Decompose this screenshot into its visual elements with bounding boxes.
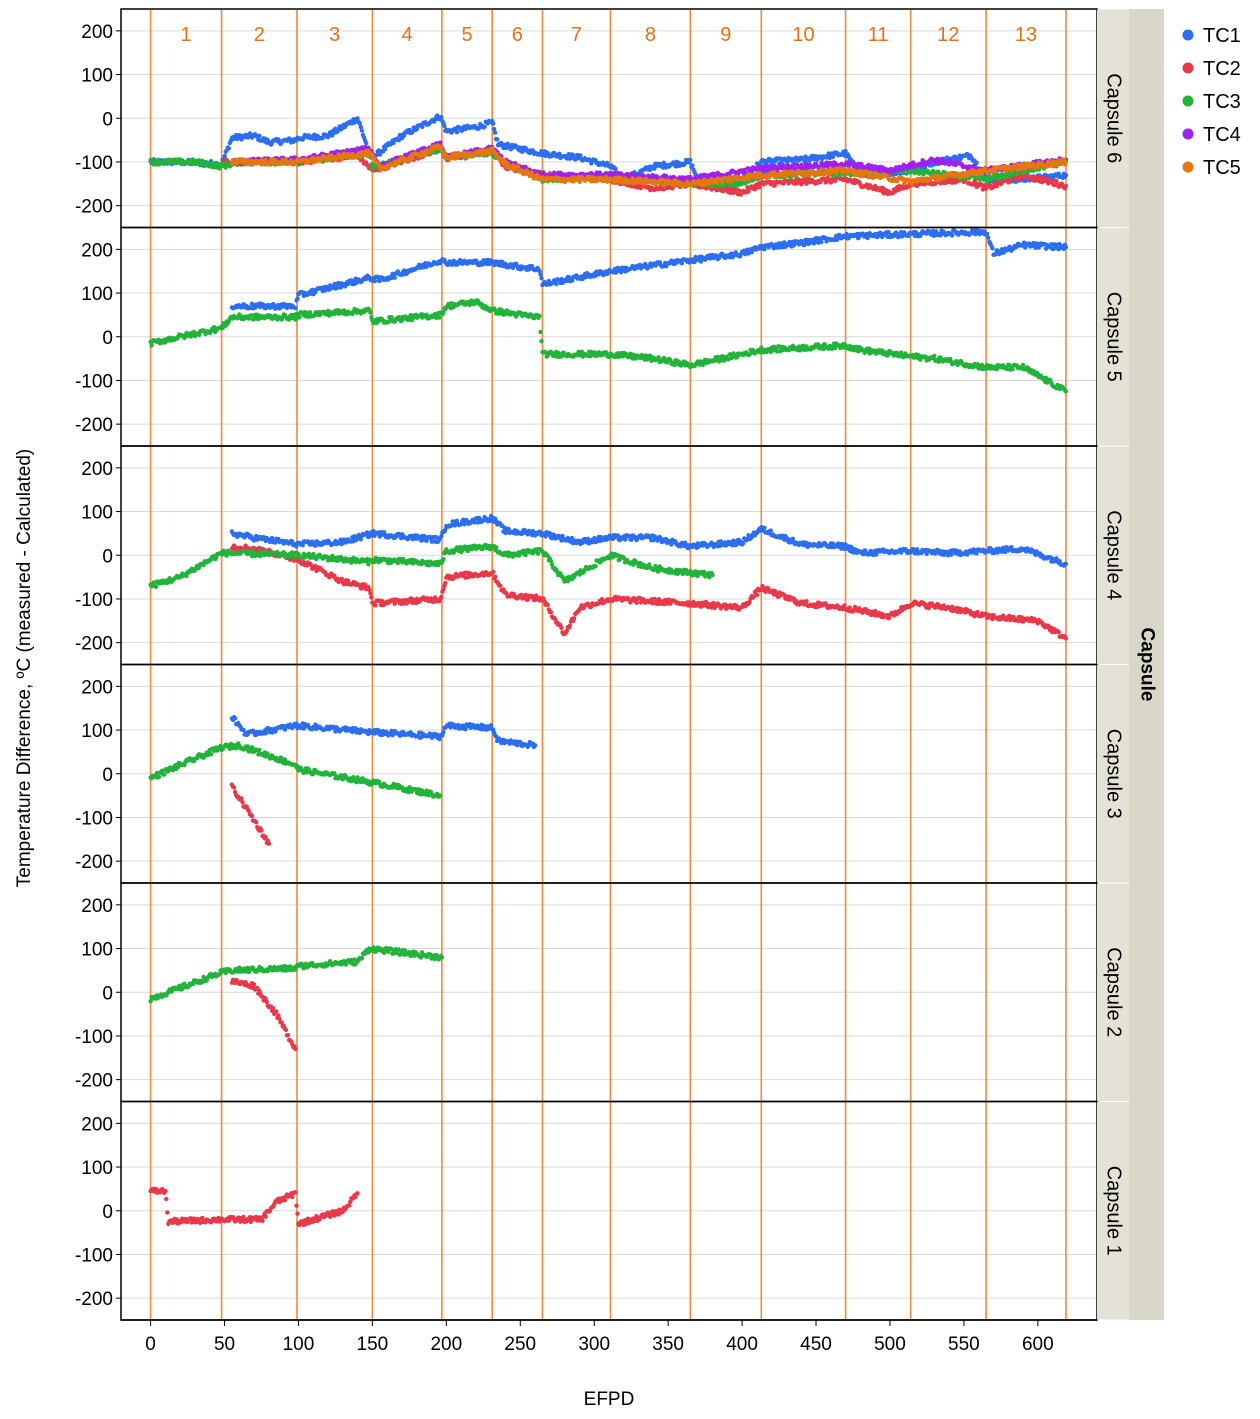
data-point	[516, 165, 520, 169]
data-point	[819, 240, 823, 244]
data-point	[990, 246, 994, 250]
data-point	[578, 153, 582, 157]
data-point	[383, 147, 387, 151]
data-point	[985, 232, 989, 236]
data-point	[372, 156, 376, 160]
data-point	[482, 125, 486, 129]
data-point	[295, 296, 299, 300]
data-point	[442, 124, 446, 128]
data-point	[757, 185, 761, 189]
data-point	[439, 145, 443, 149]
data-point	[950, 233, 954, 237]
data-point	[869, 171, 873, 175]
data-point	[491, 122, 495, 126]
data-point	[1064, 184, 1068, 188]
data-point	[1064, 160, 1068, 164]
data-point	[819, 167, 823, 171]
data-point	[227, 146, 231, 150]
data-point	[1008, 179, 1012, 183]
data-point	[372, 279, 376, 283]
data-point	[688, 158, 692, 162]
data-point	[364, 141, 368, 145]
data-point	[411, 156, 415, 160]
data-point	[670, 186, 674, 190]
data-point	[257, 134, 261, 138]
data-point	[690, 163, 694, 167]
data-point	[420, 125, 424, 129]
data-point	[538, 272, 542, 276]
data-point	[1064, 173, 1068, 177]
data-point	[986, 236, 990, 240]
data-point	[355, 116, 359, 120]
data-point	[495, 137, 499, 141]
data-point	[488, 152, 492, 156]
data-point	[393, 276, 397, 280]
data-point-layer	[148, 113, 1068, 1227]
data-point	[619, 176, 623, 180]
data-point	[264, 158, 268, 162]
data-point	[715, 181, 719, 185]
data-point	[746, 189, 750, 193]
data-point	[554, 282, 558, 286]
data-point	[455, 130, 459, 134]
data-point	[680, 261, 684, 265]
data-point	[539, 276, 543, 280]
data-point	[293, 306, 297, 310]
data-point	[360, 128, 364, 132]
data-point	[439, 115, 443, 119]
data-point	[638, 177, 642, 181]
data-point	[613, 167, 617, 171]
data-point	[493, 131, 497, 135]
